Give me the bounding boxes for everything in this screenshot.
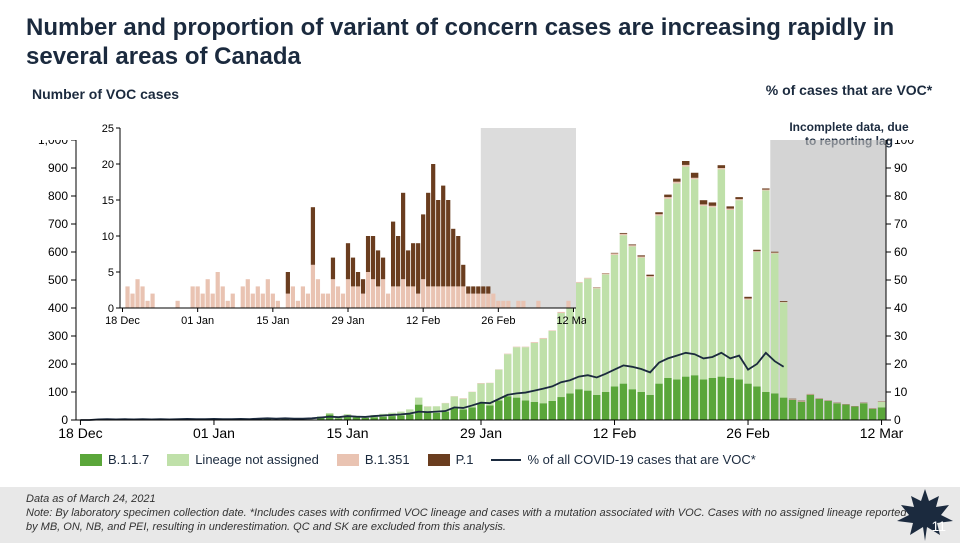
footer-note: Note: By laboratory specimen collection …: [26, 507, 934, 535]
page-number: 11: [931, 518, 946, 536]
svg-text:18 Dec: 18 Dec: [58, 425, 102, 440]
legend-item-b117: B.1.1.7: [80, 452, 149, 467]
svg-text:29 Jan: 29 Jan: [460, 425, 502, 440]
legend-item-p1: P.1: [428, 452, 474, 467]
y-right-axis-title: % of cases that are VOC*: [764, 82, 934, 99]
legend-swatch: [167, 454, 189, 466]
svg-text:12 Feb: 12 Feb: [406, 315, 440, 327]
svg-text:12 Feb: 12 Feb: [593, 425, 637, 440]
svg-text:01 Jan: 01 Jan: [193, 425, 235, 440]
svg-text:25: 25: [102, 123, 114, 135]
maple-leaf-icon: [894, 487, 956, 543]
svg-text:0: 0: [108, 303, 114, 315]
legend-swatch: [491, 459, 521, 461]
legend-swatch: [80, 454, 102, 466]
svg-text:10: 10: [102, 231, 114, 243]
svg-text:900: 900: [48, 161, 68, 175]
svg-text:200: 200: [48, 357, 68, 371]
svg-text:12 Mar: 12 Mar: [556, 315, 586, 327]
svg-text:20: 20: [102, 159, 114, 171]
svg-text:40: 40: [894, 301, 908, 315]
svg-text:15: 15: [102, 195, 114, 207]
legend-label: P.1: [456, 452, 474, 467]
inset-chart: 0 5 10 15 20 25 18 Dec 01 Jan 15 Jan 29 Jan 12 Feb…: [86, 118, 586, 338]
svg-text:60: 60: [894, 245, 908, 259]
slide-title: Number and proportion of variant of conc…: [26, 14, 926, 72]
legend: B.1.1.7 Lineage not assigned B.1.351 P.1 % o…: [80, 452, 900, 467]
svg-text:15 Jan: 15 Jan: [326, 425, 368, 440]
svg-text:700: 700: [48, 217, 68, 231]
svg-text:400: 400: [48, 301, 68, 315]
svg-text:30: 30: [894, 329, 908, 343]
svg-text:600: 600: [48, 245, 68, 259]
svg-text:26 Feb: 26 Feb: [481, 315, 515, 327]
svg-text:800: 800: [48, 189, 68, 203]
y-left-axis-title: Number of VOC cases: [32, 86, 179, 102]
svg-text:29 Jan: 29 Jan: [331, 315, 364, 327]
svg-text:1,000: 1,000: [38, 140, 68, 147]
legend-swatch: [428, 454, 450, 466]
svg-text:5: 5: [108, 267, 114, 279]
svg-text:10: 10: [894, 385, 908, 399]
svg-text:50: 50: [894, 273, 908, 287]
svg-text:18 Dec: 18 Dec: [105, 315, 140, 327]
svg-text:500: 500: [48, 273, 68, 287]
inset-chart-svg: 0 5 10 15 20 25 18 Dec 01 Jan 15 Jan 29 Jan 12 Feb…: [86, 118, 586, 338]
legend-item-lineage_na: Lineage not assigned: [167, 452, 319, 467]
svg-text:26 Feb: 26 Feb: [726, 425, 770, 440]
legend-label: % of all COVID-19 cases that are VOC*: [527, 452, 755, 467]
svg-text:70: 70: [894, 217, 908, 231]
footer-asof: Data as of March 24, 2021: [26, 493, 934, 507]
legend-item-pct_line: % of all COVID-19 cases that are VOC*: [491, 452, 755, 467]
svg-text:15 Jan: 15 Jan: [256, 315, 289, 327]
legend-label: B.1.1.7: [108, 452, 149, 467]
slide: Number and proportion of variant of conc…: [0, 0, 960, 543]
footer: Data as of March 24, 2021 Note: By labor…: [0, 487, 960, 543]
legend-item-b1351: B.1.351: [337, 452, 410, 467]
svg-text:80: 80: [894, 189, 908, 203]
svg-text:20: 20: [894, 357, 908, 371]
legend-label: B.1.351: [365, 452, 410, 467]
legend-swatch: [337, 454, 359, 466]
svg-text:100: 100: [894, 140, 914, 147]
svg-text:01 Jan: 01 Jan: [181, 315, 214, 327]
legend-label: Lineage not assigned: [195, 452, 319, 467]
svg-text:100: 100: [48, 385, 68, 399]
svg-text:300: 300: [48, 329, 68, 343]
svg-text:12 Mar: 12 Mar: [860, 425, 904, 440]
svg-text:90: 90: [894, 161, 908, 175]
